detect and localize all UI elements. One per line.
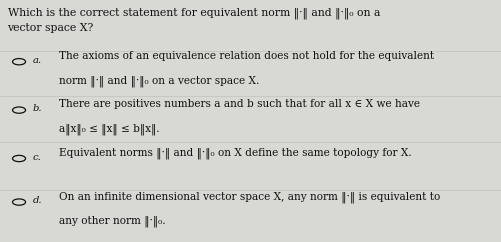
Text: On an infinite dimensional vector space X, any norm ‖·‖ is equivalent to: On an infinite dimensional vector space … [59, 191, 440, 203]
Text: any other norm ‖·‖₀.: any other norm ‖·‖₀. [59, 215, 166, 227]
Text: d.: d. [33, 196, 42, 205]
Text: a.: a. [33, 56, 42, 65]
Text: Equivalent norms ‖·‖ and ‖·‖₀ on X define the same topology for X.: Equivalent norms ‖·‖ and ‖·‖₀ on X defin… [59, 148, 412, 159]
Text: The axioms of an equivalence relation does not hold for the equivalent: The axioms of an equivalence relation do… [59, 51, 434, 61]
Text: b.: b. [33, 104, 42, 113]
Text: a‖x‖₀ ≤ ‖x‖ ≤ b‖x‖.: a‖x‖₀ ≤ ‖x‖ ≤ b‖x‖. [59, 123, 160, 135]
Text: norm ‖·‖ and ‖·‖₀ on a vector space X.: norm ‖·‖ and ‖·‖₀ on a vector space X. [59, 75, 260, 87]
Text: Which is the correct statement for equivalent norm ‖·‖ and ‖·‖₀ on a
vector spac: Which is the correct statement for equiv… [8, 7, 380, 33]
Text: c.: c. [33, 153, 41, 162]
Text: There are positives numbers a and b such that for all x ∈ X we have: There are positives numbers a and b such… [59, 99, 420, 109]
